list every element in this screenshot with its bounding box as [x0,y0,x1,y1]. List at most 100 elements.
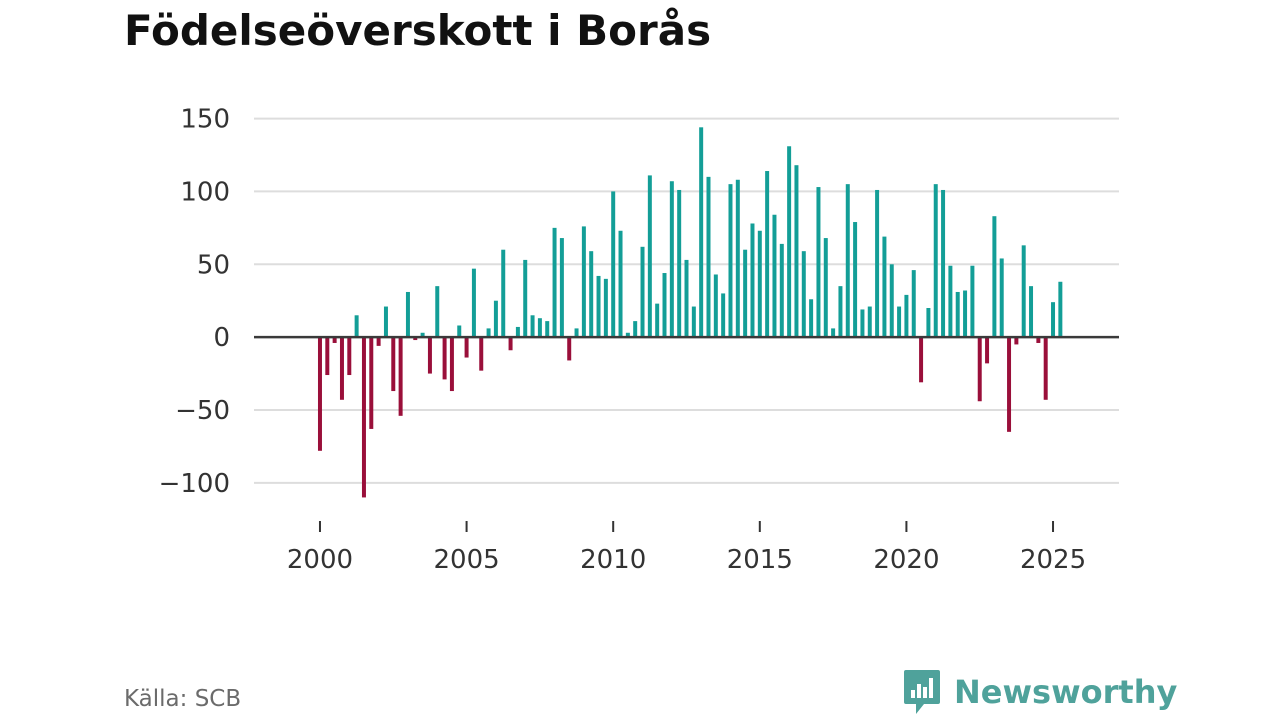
bar [361,337,366,498]
bar [493,300,498,338]
bar [413,337,418,341]
bar [933,184,938,338]
bar [625,332,630,338]
bar [339,337,344,400]
x-tick-label: 2025 [1020,545,1086,575]
bar [464,337,469,358]
x-axis-ticks: 2000 2005 2010 2015 2020 2025 [287,521,1086,575]
bar [955,291,960,338]
bar [889,264,894,338]
bar [515,326,520,338]
bar [596,275,601,338]
bar [677,189,682,338]
bar [640,246,645,338]
bar [457,325,462,338]
bar [405,291,410,338]
y-tick-label: 50 [197,250,230,280]
bar [369,337,374,429]
bar [977,337,982,402]
bar [853,222,858,338]
bar [867,306,872,338]
bar [471,268,476,338]
bar [581,226,586,338]
bar [589,251,594,338]
bar [750,223,755,338]
bar [442,337,447,380]
bar [618,230,623,338]
bar [904,294,909,338]
bar [699,127,704,338]
bar [735,179,740,338]
bar [831,328,836,338]
bar [794,165,799,338]
bar [1036,337,1041,343]
bar [391,337,396,392]
x-tick-label: 2020 [873,545,939,575]
bar [992,216,997,338]
source-note: Källa: SCB [124,686,242,712]
bar [823,238,828,338]
bar [501,249,506,338]
bar [838,286,843,338]
bar [633,321,638,338]
bar [347,337,352,376]
newsworthy-logo-icon [904,670,940,714]
bar [772,214,777,338]
bar [787,146,792,338]
bar [611,191,616,338]
bar [1058,281,1063,338]
x-tick-label: 2010 [580,545,646,575]
bar [427,337,432,374]
bar [875,189,880,338]
bar [743,249,748,338]
bar [545,321,550,338]
y-tick-label: 100 [180,177,230,207]
bar [706,176,711,338]
bar [530,315,535,338]
bar [508,337,513,351]
bar [559,238,564,338]
x-tick-label: 2015 [727,545,793,575]
x-tick-label: 2000 [287,545,353,575]
bar [970,265,975,338]
y-axis-ticks: 150 100 50 0 −50 −100 [159,105,230,499]
bar [486,328,491,338]
bar [728,184,733,338]
y-tick-label: 150 [180,105,230,135]
bar [523,259,528,338]
bar [809,299,814,338]
y-tick-label: 0 [213,323,230,353]
y-tick-label: −50 [175,396,230,426]
bar [332,337,337,343]
bar [765,171,770,338]
chart-title: Födelseöverskott i Borås [124,6,712,55]
bar [926,308,931,338]
bar [919,337,924,383]
bar [537,318,542,338]
bar [398,337,403,416]
bar [603,278,608,338]
bar [845,184,850,338]
bar [1014,337,1019,345]
bar [999,258,1004,338]
bar [897,306,902,338]
bar [911,270,916,338]
bar [860,309,865,338]
bar [479,337,484,371]
bar [354,315,359,338]
bar [963,290,968,338]
bars [317,127,1063,498]
bar [435,286,440,338]
bar [1029,286,1034,338]
bar [574,328,579,338]
bar [317,337,322,451]
y-tick-label: −100 [159,469,230,499]
x-tick-label: 2005 [433,545,499,575]
bar [662,273,667,338]
bar [801,251,806,338]
bar [567,337,572,361]
bar [552,227,557,338]
bar [449,337,454,392]
bar [325,337,330,376]
